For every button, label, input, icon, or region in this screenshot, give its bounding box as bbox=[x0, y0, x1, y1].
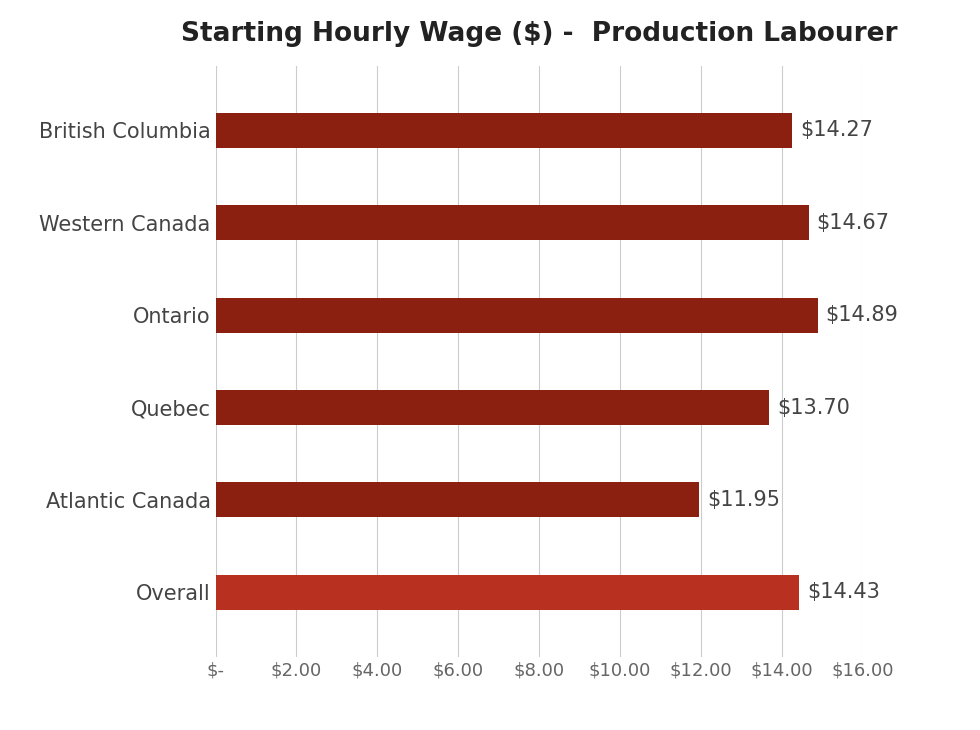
Text: $14.89: $14.89 bbox=[825, 305, 899, 325]
Text: $11.95: $11.95 bbox=[707, 490, 780, 510]
Text: $13.70: $13.70 bbox=[777, 398, 851, 418]
Text: $14.67: $14.67 bbox=[816, 212, 890, 233]
Text: $14.27: $14.27 bbox=[801, 120, 873, 140]
Bar bbox=[216, 483, 699, 518]
Text: $14.43: $14.43 bbox=[807, 583, 880, 602]
Bar bbox=[216, 113, 793, 148]
Title: Starting Hourly Wage ($) -  Production Labourer: Starting Hourly Wage ($) - Production La… bbox=[180, 20, 898, 47]
Bar bbox=[216, 205, 808, 240]
Bar bbox=[216, 575, 799, 610]
Bar bbox=[216, 390, 769, 425]
Bar bbox=[216, 298, 817, 333]
